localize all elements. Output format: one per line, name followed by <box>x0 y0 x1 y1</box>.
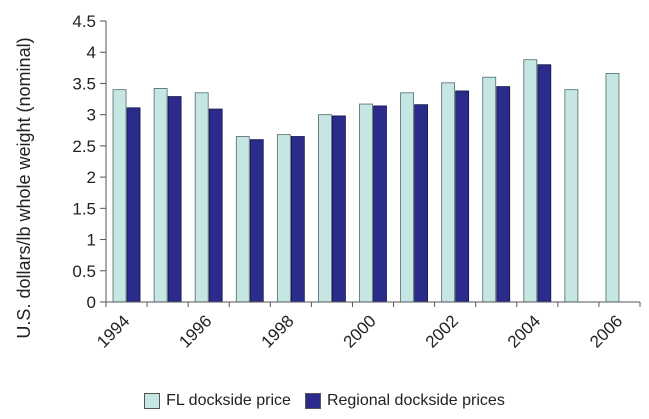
bar-regional-1994 <box>126 107 141 303</box>
bar-regional-1997 <box>249 139 264 303</box>
x-tick-label: 1996 <box>175 311 215 351</box>
bar-fl-1994 <box>112 89 127 303</box>
bar-regional-2002 <box>455 90 470 303</box>
x-tick-label: 2002 <box>422 311 462 351</box>
y-tick-label: 2.5 <box>72 137 96 156</box>
y-tick-label: 1.5 <box>72 199 96 218</box>
y-tick-label: 3.5 <box>72 74 96 93</box>
x-tick-label: 2006 <box>586 311 626 351</box>
bar-chart: U.S. dollars/lb whole weight (nominal) 0… <box>14 12 641 352</box>
bar-regional-1999 <box>332 115 346 303</box>
bar-fl-1996 <box>194 92 209 303</box>
x-tick-label: 1994 <box>93 311 133 351</box>
legend-swatch-regional <box>304 393 321 409</box>
legend-item-regional: Regional dockside prices <box>304 392 505 410</box>
y-tick-label: 2 <box>87 168 96 187</box>
bar-regional-2001 <box>414 104 428 303</box>
bar-regional-1996 <box>208 108 223 303</box>
bar-regional-1998 <box>290 136 305 303</box>
bar-fl-1998 <box>276 134 291 303</box>
bar-fl-1999 <box>318 114 332 303</box>
x-tick-label: 2004 <box>504 311 544 351</box>
bar-fl-2002 <box>441 82 456 303</box>
bar-fl-2001 <box>400 92 414 303</box>
bar-regional-2004 <box>537 64 552 303</box>
bar-fl-2005 <box>564 89 579 303</box>
y-tick-label: 4.5 <box>72 12 96 31</box>
bar-fl-2006 <box>605 73 620 303</box>
x-tick-label: 2000 <box>340 311 380 351</box>
bar-regional-2003 <box>496 86 511 303</box>
y-tick-label: 3 <box>87 106 96 125</box>
bar-fl-2000 <box>359 103 373 303</box>
y-tick-label: 4 <box>87 43 96 62</box>
bar-fl-1995 <box>153 88 168 303</box>
y-axis-title: U.S. dollars/lb whole weight (nominal) <box>14 37 34 338</box>
bar-fl-2003 <box>482 76 497 303</box>
y-axis: 0 0.5 1 1.5 2 2.5 3 3.5 4 4.5 <box>72 12 107 312</box>
bar-regional-2000 <box>373 105 387 303</box>
legend-swatch-fl <box>144 393 161 409</box>
bar-fl-2004 <box>523 59 538 303</box>
bars <box>112 59 620 303</box>
y-tick-label: 0 <box>87 293 96 312</box>
x-axis: 1994 1996 1998 2000 2002 2004 2006 <box>93 301 641 352</box>
legend: FL dockside price Regional dockside pric… <box>0 392 649 410</box>
bar-regional-1995 <box>167 96 182 303</box>
legend-label-fl: FL dockside price <box>166 392 291 409</box>
legend-item-fl: FL dockside price <box>144 392 291 410</box>
y-tick-label: 1 <box>87 231 96 250</box>
legend-label-regional: Regional dockside prices <box>326 392 505 409</box>
x-tick-label: 1998 <box>257 311 297 351</box>
y-tick-label: 0.5 <box>72 262 96 281</box>
bar-fl-1997 <box>235 136 250 303</box>
